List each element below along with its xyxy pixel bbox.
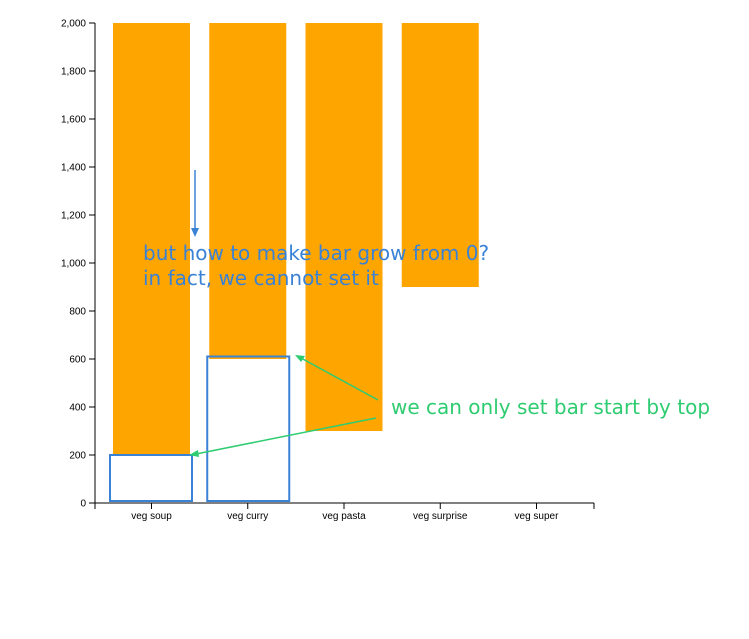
bar: [401, 23, 479, 287]
y-tick-label: 2,000: [61, 19, 86, 30]
blue-annotation-line1: but how to make bar grow from 0?: [143, 241, 489, 265]
x-tick-label: veg surprise: [413, 511, 468, 522]
y-tick-label: 1,600: [61, 115, 86, 126]
green-arrow-upper-head: [295, 355, 305, 362]
y-tick-label: 0: [80, 499, 86, 510]
y-axis: 0 200 400 600 800 1,000 1,200 1,400 1,600 1,800 2,…: [61, 19, 96, 510]
annotation-layer: but how to make bar grow from 0? in fact…: [143, 170, 710, 457]
y-tick-label: 1,800: [61, 67, 86, 78]
outline-layer: [109, 355, 291, 502]
bar: [209, 23, 287, 359]
y-tick-label: 800: [69, 307, 86, 318]
bar-outline: [109, 454, 193, 502]
x-tick-label: veg curry: [227, 511, 268, 522]
green-arrow-upper-line: [300, 357, 379, 401]
y-tick-label: 600: [69, 355, 86, 366]
bar-outline: [206, 355, 291, 502]
x-tick-label: veg pasta: [322, 511, 366, 522]
bar: [305, 23, 383, 431]
blue-arrow-head: [191, 228, 199, 237]
x-tick-label: veg super: [515, 511, 560, 522]
y-tick-label: 1,200: [61, 211, 86, 222]
bars-layer: [113, 23, 479, 455]
green-arrow-lower-line: [195, 417, 377, 455]
bar: [113, 23, 190, 455]
y-tick-label: 1,400: [61, 163, 86, 174]
green-arrow-lower-head: [189, 450, 199, 457]
y-tick-label: 1,000: [61, 259, 86, 270]
blue-annotation-line2: in fact, we cannot set it: [143, 266, 379, 290]
y-tick-label: 200: [69, 451, 86, 462]
green-annotation: we can only set bar start by top: [391, 395, 710, 419]
x-axis: veg soup veg curry veg pasta veg surprise ve…: [94, 502, 595, 522]
y-tick-label: 400: [69, 403, 86, 414]
x-tick-label: veg soup: [131, 511, 172, 522]
